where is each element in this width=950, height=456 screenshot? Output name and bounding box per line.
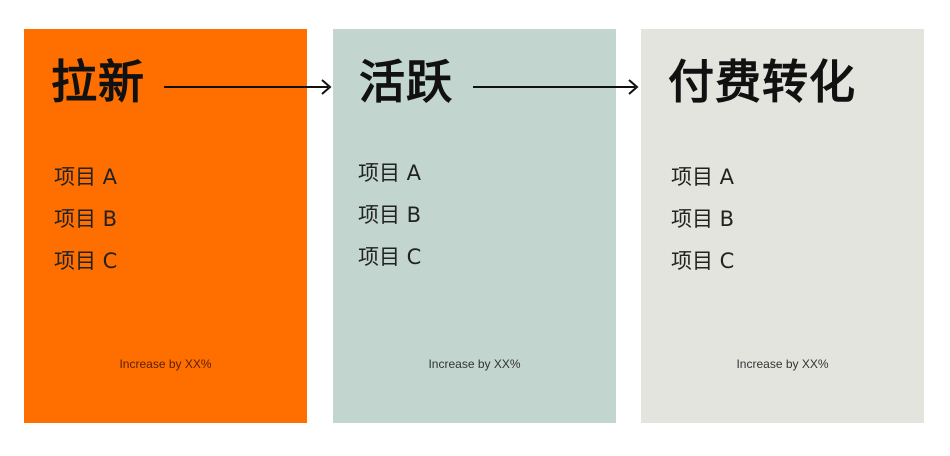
stage-panel-activation: 活跃 项目 A 项目 B 项目 C Increase by XX% xyxy=(333,29,616,423)
stage-title: 拉新 xyxy=(51,55,145,109)
list-item: 项目 A xyxy=(671,165,735,189)
stage-item-list: 项目 A 项目 B 项目 C xyxy=(358,159,421,285)
list-item: 项目 A xyxy=(54,165,118,189)
arrow-head xyxy=(628,79,639,95)
stage-footnote: Increase by XX% xyxy=(428,357,521,371)
list-item: 项目 B xyxy=(358,203,422,227)
list-item: 项目 B xyxy=(54,207,118,231)
arrow-head xyxy=(321,79,332,95)
list-item: 项目 C xyxy=(358,245,422,269)
arrow-right-icon xyxy=(473,79,639,95)
stage-title: 付费转化 xyxy=(668,55,856,109)
list-item: 项目 B xyxy=(671,207,735,231)
stage-item-list: 项目 A 项目 B 项目 C xyxy=(671,163,734,289)
stage-panel-conversion: 付费转化 项目 A 项目 B 项目 C Increase by XX% xyxy=(641,29,924,423)
list-item: 项目 A xyxy=(358,161,422,185)
stage-panel-acquisition: 拉新 项目 A 项目 B 项目 C Increase by XX% xyxy=(24,29,307,423)
arrow-right-icon xyxy=(164,79,332,95)
stage-item-list: 项目 A 项目 B 项目 C xyxy=(54,163,117,289)
list-item: 项目 C xyxy=(671,249,735,273)
stage-footnote: Increase by XX% xyxy=(119,357,212,371)
stage-title: 活跃 xyxy=(359,55,453,109)
list-item: 项目 C xyxy=(54,249,118,273)
stage-footnote: Increase by XX% xyxy=(736,357,829,371)
